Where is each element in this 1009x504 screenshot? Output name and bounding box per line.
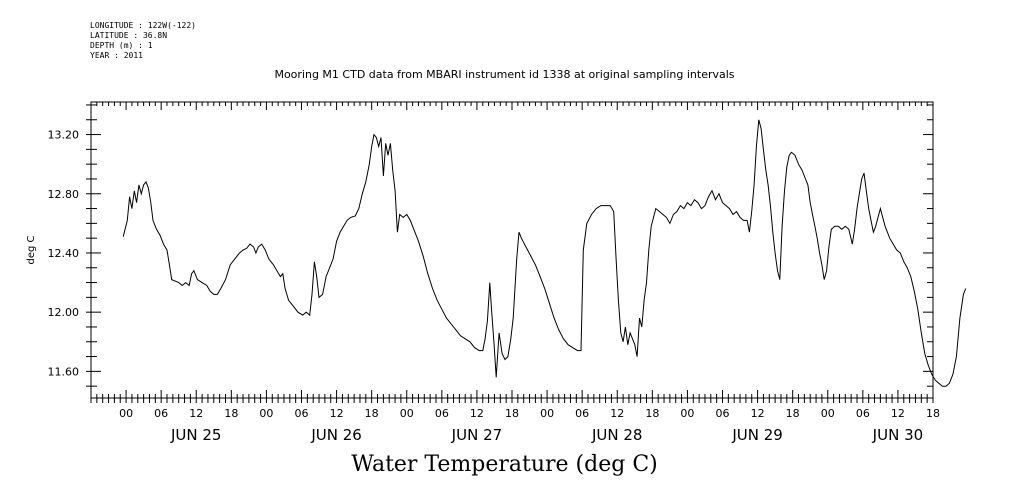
x-hour-tick-label: 00	[400, 407, 414, 420]
y-tick-label: 12.00	[48, 306, 80, 319]
metadata-block: LONGITUDE : 122W(-122) LATITUDE : 36.8N …	[90, 21, 196, 61]
x-hour-tick-label: 00	[259, 407, 273, 420]
x-hour-tick-label: 12	[610, 407, 624, 420]
x-hour-tick-label: 00	[680, 407, 694, 420]
series-line	[122, 119, 967, 387]
x-day-label: JUN 28	[591, 426, 642, 444]
x-hour-tick-label: 18	[365, 407, 379, 420]
x-hour-tick-label: 00	[540, 407, 554, 420]
x-hour-tick-label: 00	[119, 407, 133, 420]
y-tick-label: 12.80	[48, 188, 80, 201]
x-hour-tick-label: 18	[926, 407, 940, 420]
x-hour-tick-label: 18	[224, 407, 238, 420]
chart-title: Mooring M1 CTD data from MBARI instrumen…	[274, 68, 735, 81]
x-hour-tick-label: 06	[295, 407, 309, 420]
y-tick-label: 13.20	[48, 129, 80, 142]
x-day-label: JUN 27	[451, 426, 502, 444]
x-hour-tick-label: 12	[751, 407, 765, 420]
x-hour-tick-label: 12	[891, 407, 905, 420]
x-hour-tick-label: 18	[505, 407, 519, 420]
y-tick-label: 11.60	[48, 365, 80, 378]
x-day-label: JUN 29	[731, 426, 782, 444]
y-tick-label: 12.40	[48, 247, 80, 260]
chart-bottom-title: Water Temperature (deg C)	[351, 452, 658, 477]
x-day-label: JUN 25	[170, 426, 221, 444]
x-day-label: JUN 26	[310, 426, 361, 444]
x-hour-tick-label: 06	[716, 407, 730, 420]
x-hour-tick-label: 12	[330, 407, 344, 420]
x-hour-tick-label: 18	[645, 407, 659, 420]
y-axis-title: deg C	[26, 235, 37, 264]
x-day-label: JUN 30	[872, 426, 923, 444]
x-hour-tick-label: 18	[786, 407, 800, 420]
x-hour-tick-label: 06	[575, 407, 589, 420]
x-hour-tick-label: 06	[435, 407, 449, 420]
year-label: YEAR : 2011	[90, 51, 143, 60]
x-hour-tick-label: 12	[470, 407, 484, 420]
latitude-label: LATITUDE : 36.8N	[90, 31, 168, 40]
depth-label: DEPTH (m) : 1	[90, 41, 153, 50]
x-hour-tick-label: 06	[856, 407, 870, 420]
x-hour-tick-label: 12	[189, 407, 203, 420]
x-hour-tick-label: 06	[154, 407, 168, 420]
longitude-label: LONGITUDE : 122W(-122)	[90, 21, 196, 30]
x-hour-tick-label: 00	[821, 407, 835, 420]
plot-frame	[90, 101, 934, 399]
